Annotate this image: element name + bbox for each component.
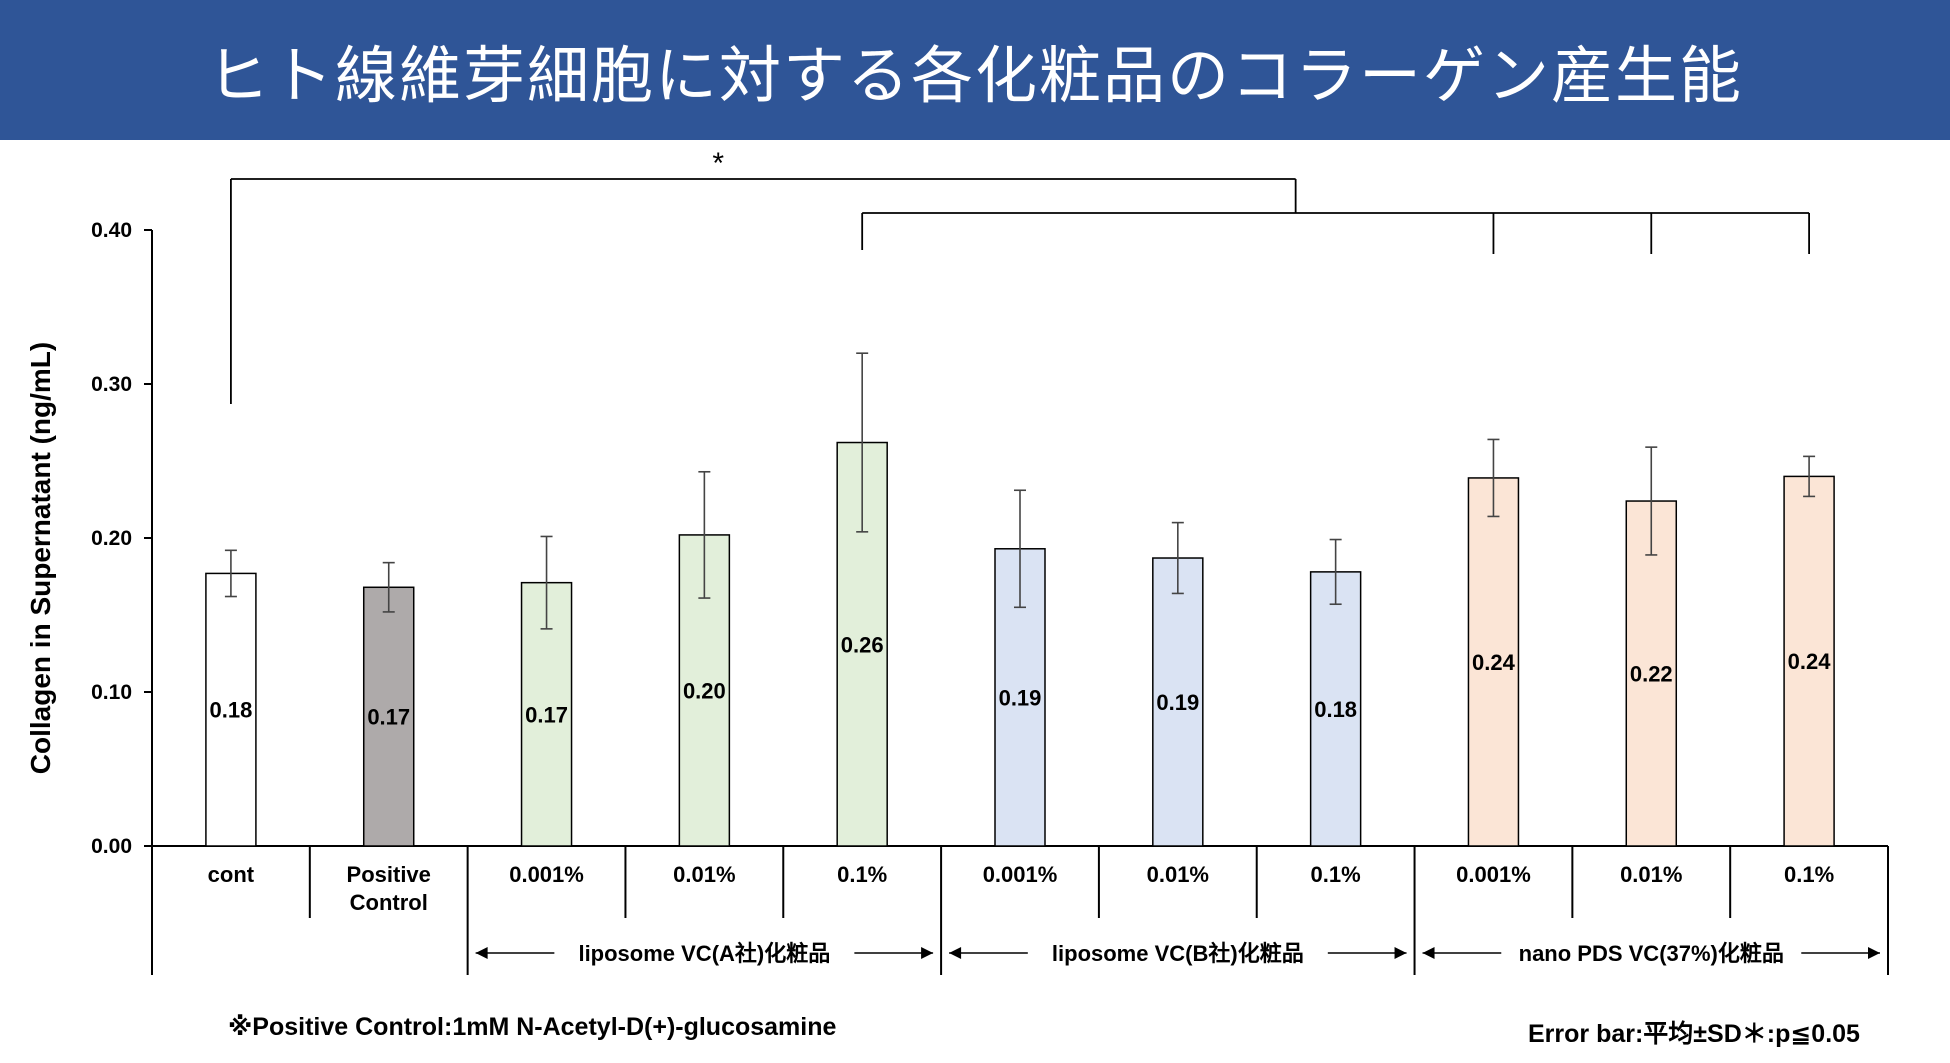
data-label: 0.18 xyxy=(1314,697,1357,722)
category-labels: cont Positive Control 0.001% 0.01% 0.1% 0.001%… xyxy=(208,862,1834,915)
group-arrow-head xyxy=(475,947,488,959)
group-arrow-head xyxy=(921,947,934,959)
data-label: 0.24 xyxy=(1788,649,1832,674)
x-tick-label: Control xyxy=(350,890,428,915)
bar xyxy=(362,586,415,847)
group-arrow-head xyxy=(1422,947,1435,959)
y-axis-title: Collagen in Supernatant (ng/mL) xyxy=(25,342,56,774)
x-tick-label: 0.1% xyxy=(1311,862,1361,887)
x-tick-label: 0.1% xyxy=(837,862,887,887)
y-tick-label: 0.10 xyxy=(91,681,132,704)
bar xyxy=(1309,571,1362,847)
bar xyxy=(1467,477,1520,847)
significance-brackets: * xyxy=(230,147,1810,404)
data-label: 0.26 xyxy=(841,632,884,657)
x-tick-label: 0.001% xyxy=(1456,862,1531,887)
group-labels: liposome VC(A社)化粧品 liposome VC(B社)化粧品 nano… xyxy=(475,941,1880,966)
x-tick-label: cont xyxy=(208,862,255,887)
bar xyxy=(1625,500,1678,847)
data-label: 0.22 xyxy=(1630,662,1673,687)
bar xyxy=(1152,557,1204,847)
bar xyxy=(1783,475,1835,847)
group-label: nano PDS VC(37%)化粧品 xyxy=(1519,941,1784,966)
x-tick-label: 0.001% xyxy=(509,862,584,887)
x-tick-label: 0.01% xyxy=(1620,862,1682,887)
y-tick-label: 0.30 xyxy=(91,373,132,396)
data-label: 0.19 xyxy=(999,685,1042,710)
x-tick-label: 0.001% xyxy=(983,862,1058,887)
chart-title: ヒト線維芽細胞に対する各化粧品のコラーゲン産生能 xyxy=(206,39,1743,112)
data-label: 0.17 xyxy=(367,705,410,730)
group-arrow-head xyxy=(1868,947,1880,959)
y-tick-label: 0.40 xyxy=(91,219,132,242)
bar xyxy=(205,572,257,847)
y-tick-label: 0.20 xyxy=(91,527,132,550)
data-label: 0.20 xyxy=(683,678,726,703)
y-tick-label: 0.00 xyxy=(91,835,132,858)
group-label: liposome VC(B社)化粧品 xyxy=(1052,941,1304,966)
x-tick-label: 0.1% xyxy=(1784,862,1834,887)
x-tick-label: Positive xyxy=(347,862,431,887)
bars: 0.18 0.17 0.17 0.20 0.26 0.19 0.19 0.18 0.24 0.22… xyxy=(205,352,1835,847)
title-banner: ヒト線維芽細胞に対する各化粧品のコラーゲン産生能 xyxy=(0,0,1950,140)
x-tick-label: 0.01% xyxy=(1147,862,1209,887)
footnote-error-bar: Error bar:平均±SD＊:p≦0.05 xyxy=(1528,1020,1860,1048)
footnote-positive-control: ※Positive Control:1mM N-Acetyl-D(+)-gluc… xyxy=(228,1013,837,1041)
bar-chart: Collagen in Supernatant (ng/mL) 0.00 0.10… xyxy=(25,147,1889,975)
x-tick-label: 0.01% xyxy=(673,862,735,887)
significance-marker: * xyxy=(712,147,724,180)
group-label: liposome VC(A社)化粧品 xyxy=(578,941,830,966)
group-arrow-head xyxy=(1394,947,1407,959)
group-arrow-head xyxy=(949,947,962,959)
data-label: 0.17 xyxy=(525,702,568,727)
data-label: 0.19 xyxy=(1156,690,1199,715)
y-axis-title-group: Collagen in Supernatant (ng/mL) xyxy=(25,342,56,774)
data-label: 0.24 xyxy=(1472,650,1516,675)
data-label: 0.18 xyxy=(209,698,252,723)
